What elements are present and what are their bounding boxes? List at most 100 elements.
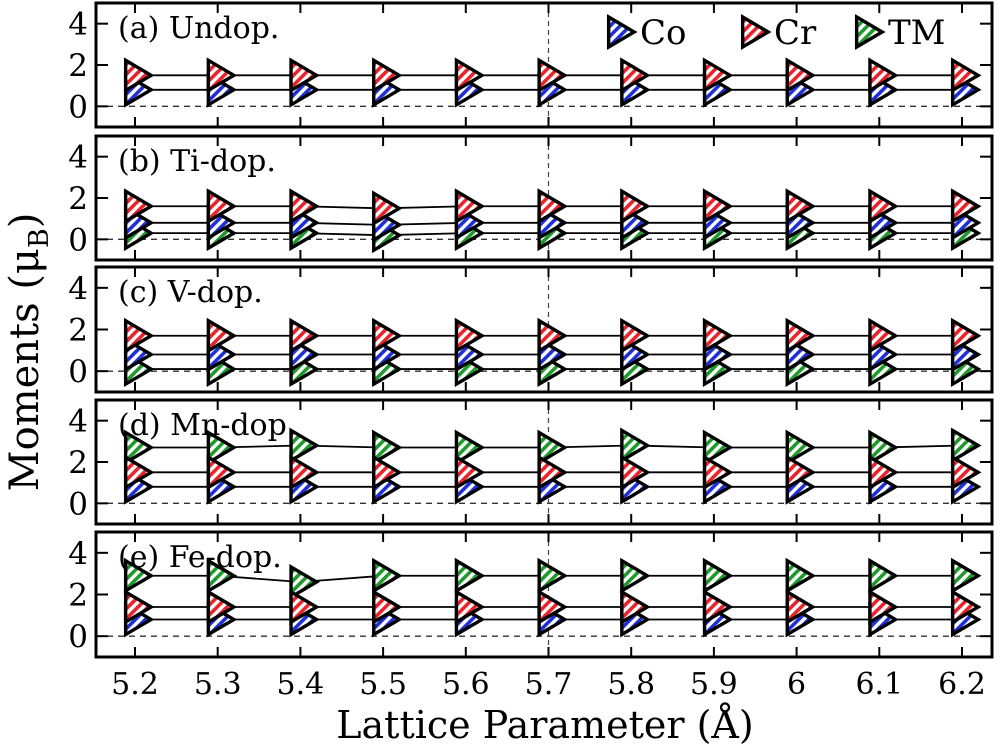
marker-tm (454, 557, 486, 594)
marker-cr (785, 57, 817, 94)
y-tick-label: 0 (68, 486, 88, 522)
marker-tm (785, 557, 817, 594)
panel-e: 0 2 4 (e) Fe-dop. 5.2 5.3 5.4 5.5 5.6 5.7 5.8 5.9 6 6… (68, 530, 994, 702)
marker-cr (206, 317, 238, 354)
legend-label-tm: TM (888, 13, 946, 53)
y-tick-label: 2 (68, 313, 88, 349)
y-tick-label: 4 (68, 271, 88, 307)
marker-cr (868, 589, 899, 625)
y-tick-label: 4 (68, 140, 88, 176)
marker-cr (289, 188, 320, 225)
marker-cr (868, 317, 899, 354)
marker-tm (785, 429, 817, 466)
marker-cr (454, 188, 486, 225)
x-tick-label: 5.4 (277, 667, 325, 702)
marker-cr (537, 317, 569, 354)
marker-cr (702, 589, 734, 625)
panel-title: (b) Ti-dop. (118, 144, 276, 179)
marker-tm (372, 557, 403, 594)
y-axis-label-subscript: B (24, 228, 55, 248)
y-tick-label: 0 (68, 619, 88, 655)
y-tick-label: 0 (68, 89, 88, 125)
y-tick-label: 2 (68, 578, 88, 614)
marker-cr (868, 454, 899, 491)
marker-tm (868, 429, 899, 466)
y-axis-label: Moments (μB) (2, 213, 55, 492)
marker-cr (537, 454, 569, 491)
marker-cr (620, 57, 651, 94)
marker-tm (950, 557, 982, 594)
legend-marker-cr (740, 14, 772, 50)
marker-cr (123, 589, 155, 625)
y-tick-label: 2 (68, 181, 88, 217)
marker-cr (123, 317, 155, 354)
marker-tm (620, 557, 651, 594)
marker-cr (868, 57, 899, 94)
marker-tm (950, 427, 982, 464)
marker-cr (123, 454, 155, 491)
marker-tm (702, 429, 734, 466)
marker-cr (868, 188, 899, 225)
marker-cr (950, 188, 982, 225)
marker-tm (206, 557, 238, 594)
panel-title: (d) Mn-dop. (118, 408, 296, 443)
marker-cr (289, 317, 320, 354)
legend-marker-tm (854, 14, 886, 50)
marker-cr (620, 454, 651, 491)
x-tick-label: 5.3 (194, 667, 242, 702)
marker-cr (454, 317, 486, 354)
legend-marker-co (606, 14, 638, 50)
marker-cr (206, 589, 238, 625)
marker-cr (206, 57, 238, 94)
marker-cr (537, 589, 569, 625)
y-tick-label: 4 (68, 404, 88, 440)
marker-tm (289, 427, 320, 464)
panel-a: 0 2 4 (a) Undop. Co Cr TM (68, 1, 994, 129)
marker-tm (868, 557, 899, 594)
y-tick-label: 0 (68, 222, 88, 258)
marker-cr (372, 454, 403, 491)
x-tick-label: 6.1 (855, 667, 903, 702)
marker-cr (950, 454, 982, 491)
y-tick-label: 2 (68, 445, 88, 481)
marker-cr (206, 188, 238, 225)
marker-cr (372, 589, 403, 625)
x-tick-label: 5.8 (607, 667, 655, 702)
x-tick-label: 5.6 (442, 667, 490, 702)
panel-d: 0 2 4 (d) Mn-dop. (68, 398, 994, 526)
marker-cr (537, 188, 569, 225)
marker-tm (289, 564, 320, 600)
panel-title: (e) Fe-dop. (118, 540, 282, 575)
panels: 0 2 4 (a) Undop. Co Cr TM 0 2 4 (b) Ti-dop. 0 2 4 (c) … (68, 1, 994, 702)
x-tick-label: 6 (787, 667, 806, 702)
marker-cr (123, 57, 155, 94)
marker-cr (372, 57, 403, 94)
marker-cr (206, 454, 238, 491)
marker-cr (289, 57, 320, 94)
marker-cr (620, 317, 651, 354)
marker-cr (785, 454, 817, 491)
y-tick-label: 4 (68, 536, 88, 572)
marker-cr (702, 317, 734, 354)
y-axis-label-close: ) (2, 213, 48, 229)
marker-cr (950, 57, 982, 94)
marker-tm (372, 429, 403, 466)
marker-tm (123, 557, 155, 594)
marker-cr (702, 188, 734, 225)
y-tick-label: 4 (68, 7, 88, 43)
marker-cr (785, 589, 817, 625)
marker-cr (702, 454, 734, 491)
x-tick-label: 5.7 (525, 667, 573, 702)
legend-label-cr: Cr (774, 13, 817, 53)
panel-c: 0 2 4 (c) V-dop. (68, 265, 994, 394)
marker-tm (123, 429, 155, 466)
panel-b: 0 2 4 (b) Ti-dop. (68, 134, 994, 262)
marker-tm (537, 429, 569, 466)
legend-label-co: Co (640, 13, 686, 53)
y-tick-label: 0 (68, 354, 88, 390)
marker-cr (785, 317, 817, 354)
panel-title: (c) V-dop. (118, 275, 263, 310)
marker-tm (702, 557, 734, 594)
x-tick-label: 5.9 (690, 667, 738, 702)
marker-tm (206, 429, 238, 466)
